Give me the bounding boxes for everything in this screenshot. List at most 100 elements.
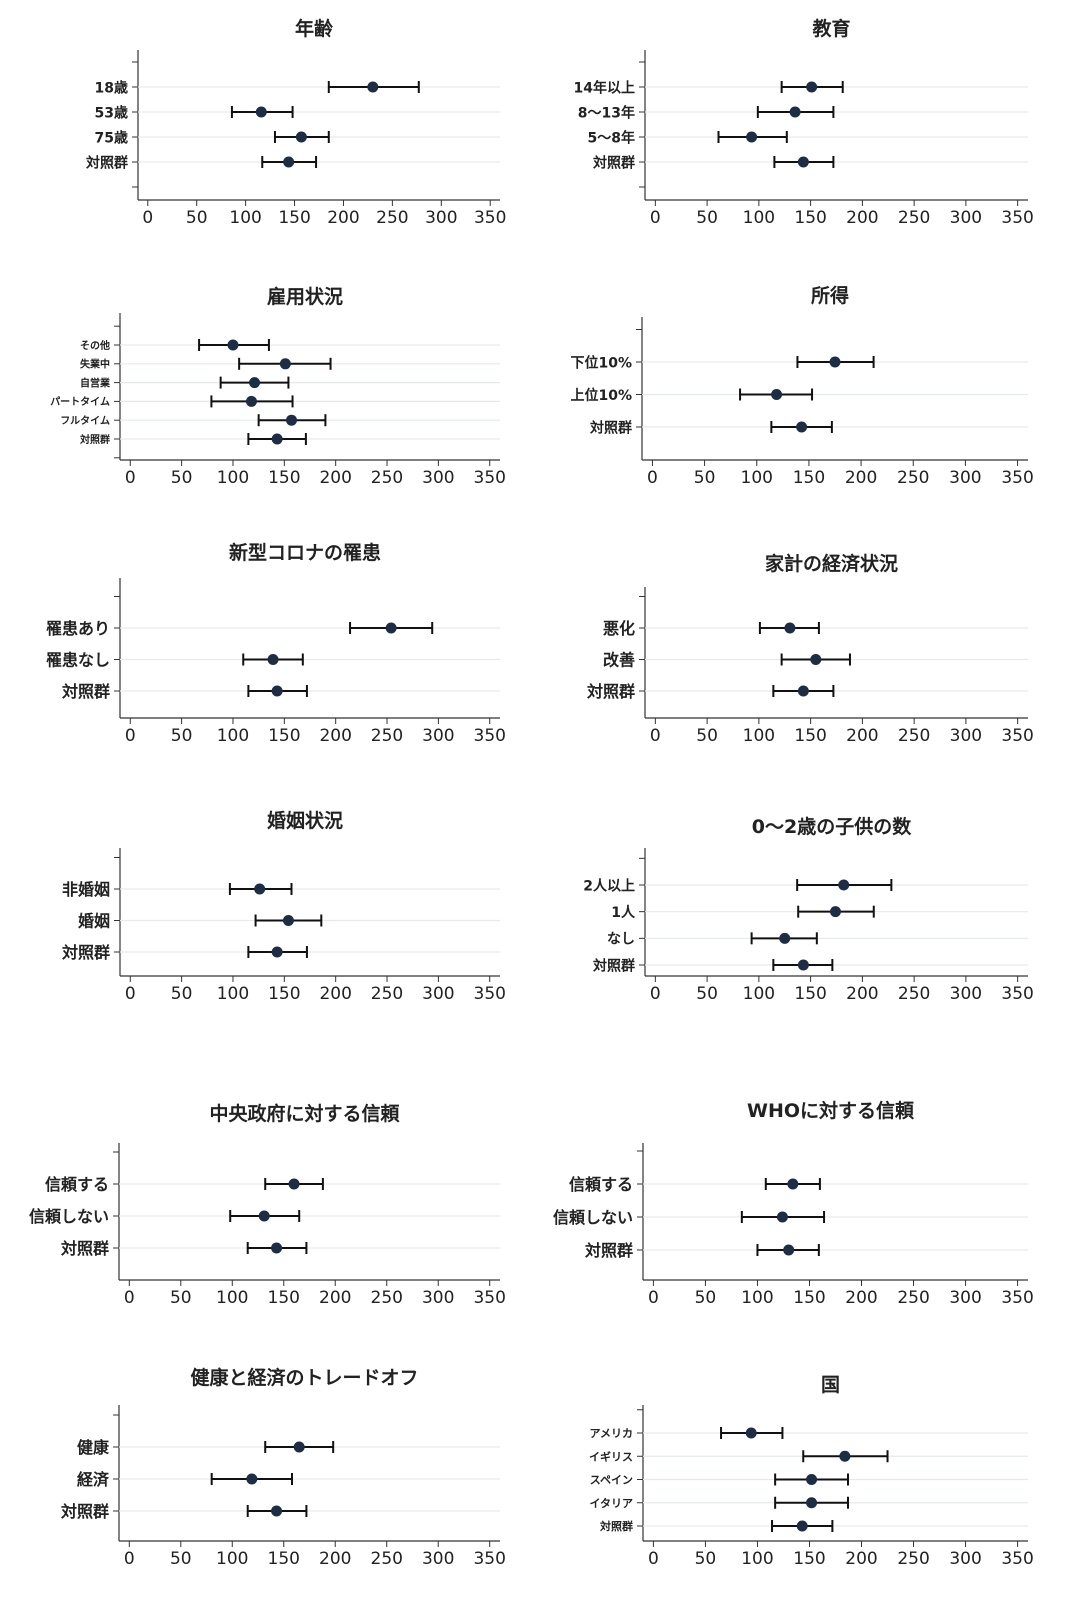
x-tick-label: 150 [268,984,300,1004]
estimate-point [829,906,841,918]
x-tick-label: 200 [845,468,877,488]
estimate-point [367,81,379,93]
x-tick-label: 50 [186,208,208,228]
category-label: 婚姻 [78,912,110,931]
x-tick-label: 0 [648,1288,659,1308]
category-label: イギリス [589,1449,633,1463]
x-tick-label: 350 [474,726,506,746]
chart-panel: 所得 0 50 100 150 200 250 300 350 下位10% 上位10% 対照群 [570,284,1033,488]
category-label: 信頼する [45,1175,109,1194]
x-tick-label: 350 [1001,984,1033,1004]
x-tick-label: 0 [142,208,153,228]
x-tick-label: 0 [650,726,661,746]
category-label: 対照群 [60,1239,109,1258]
x-tick-label: 150 [268,726,300,746]
x-tick-label: 250 [376,208,408,228]
chart-title: 0～2歳の子供の数 [752,815,912,838]
chart-title: 中央政府に対する信頼 [209,1102,400,1125]
category-label: 対照群 [61,682,110,701]
chart-title: 健康と経済のトレードオフ [190,1366,418,1389]
category-label: 下位10% [570,354,632,371]
category-label: 対照群 [592,154,635,171]
category-label: 経済 [77,1470,110,1489]
category-label: 信頼する [569,1175,633,1194]
estimate-point [796,421,808,433]
x-tick-label: 100 [741,1549,773,1569]
x-tick-label: 200 [846,208,878,228]
category-label: その他 [80,339,110,352]
x-tick-label: 250 [371,726,403,746]
chart-panel: 0～2歳の子供の数 0 50 100 150 200 250 300 350 2人以上 1人なし対照… [583,815,1034,1004]
estimate-point [797,685,809,697]
x-tick-label: 150 [278,208,310,228]
category-label: 悪化 [603,619,635,638]
x-tick-label: 150 [268,468,300,488]
category-label: 自営業 [80,376,111,389]
estimate-point [806,1474,818,1485]
estimate-point [271,1505,283,1517]
x-tick-label: 350 [473,1288,505,1308]
x-tick-label: 250 [897,1549,929,1569]
x-tick-label: 0 [648,1549,659,1569]
x-tick-label: 250 [898,726,930,746]
x-tick-label: 300 [422,984,454,1004]
x-tick-label: 100 [216,1288,248,1308]
x-tick-label: 300 [950,984,982,1004]
estimate-point [839,1450,851,1462]
category-label: 対照群 [586,682,635,701]
x-tick-label: 50 [696,208,718,228]
chart-title: 教育 [812,17,850,40]
x-tick-label: 250 [371,1288,403,1308]
category-label: 信頼しない [553,1208,633,1227]
x-tick-label: 250 [897,1288,929,1308]
x-tick-label: 350 [1001,208,1033,228]
x-tick-label: 150 [268,1549,300,1569]
category-label: 53歳 [95,104,128,121]
category-label: 対照群 [592,957,635,974]
x-tick-label: 100 [216,1549,248,1569]
x-tick-label: 0 [124,1288,135,1308]
x-tick-label: 350 [474,984,506,1004]
x-tick-label: 200 [846,726,878,746]
x-tick-label: 350 [474,208,506,228]
x-tick-label: 250 [371,984,403,1004]
chart-title: 婚姻状況 [267,809,343,832]
x-tick-label: 300 [422,1549,454,1569]
estimate-point [829,356,841,368]
category-label: 14年以上 [574,79,635,96]
chart-title: 雇用状況 [267,285,343,308]
x-tick-label: 200 [846,984,878,1004]
estimate-point [784,622,796,634]
x-tick-label: 50 [170,1288,192,1308]
estimate-point [797,156,809,168]
x-tick-label: 50 [696,726,718,746]
x-tick-label: 200 [319,1549,351,1569]
chart-title: 家計の経済状況 [765,552,898,575]
estimate-point [245,395,257,407]
x-tick-label: 0 [125,726,136,746]
category-label: 非婚姻 [62,880,110,899]
x-tick-label: 350 [474,468,506,488]
category-label: 対照群 [60,1502,109,1521]
estimate-point [279,358,291,370]
x-tick-label: 0 [124,1549,135,1569]
category-label: 対照群 [79,433,110,446]
estimate-point [806,81,818,93]
category-label: 健康 [77,1438,110,1457]
category-label: 75歳 [95,129,128,146]
x-tick-label: 150 [268,1288,300,1308]
chart-panel: 中央政府に対する信頼 0 50 100 150 200 250 300 350 信頼する信頼しない… [29,1102,506,1308]
estimate-point [271,685,283,697]
category-label: 信頼しない [29,1207,109,1226]
category-label: イタリア [589,1497,633,1510]
chart-title: WHOに対する信頼 [747,1099,915,1122]
x-tick-label: 200 [845,1288,877,1308]
x-tick-label: 300 [422,726,454,746]
category-label: 5～8年 [588,129,635,146]
category-label: 対照群 [599,1519,633,1533]
chart-title: 国 [821,1374,840,1396]
estimate-point [258,1210,270,1222]
category-label: アメリカ [590,1427,633,1440]
